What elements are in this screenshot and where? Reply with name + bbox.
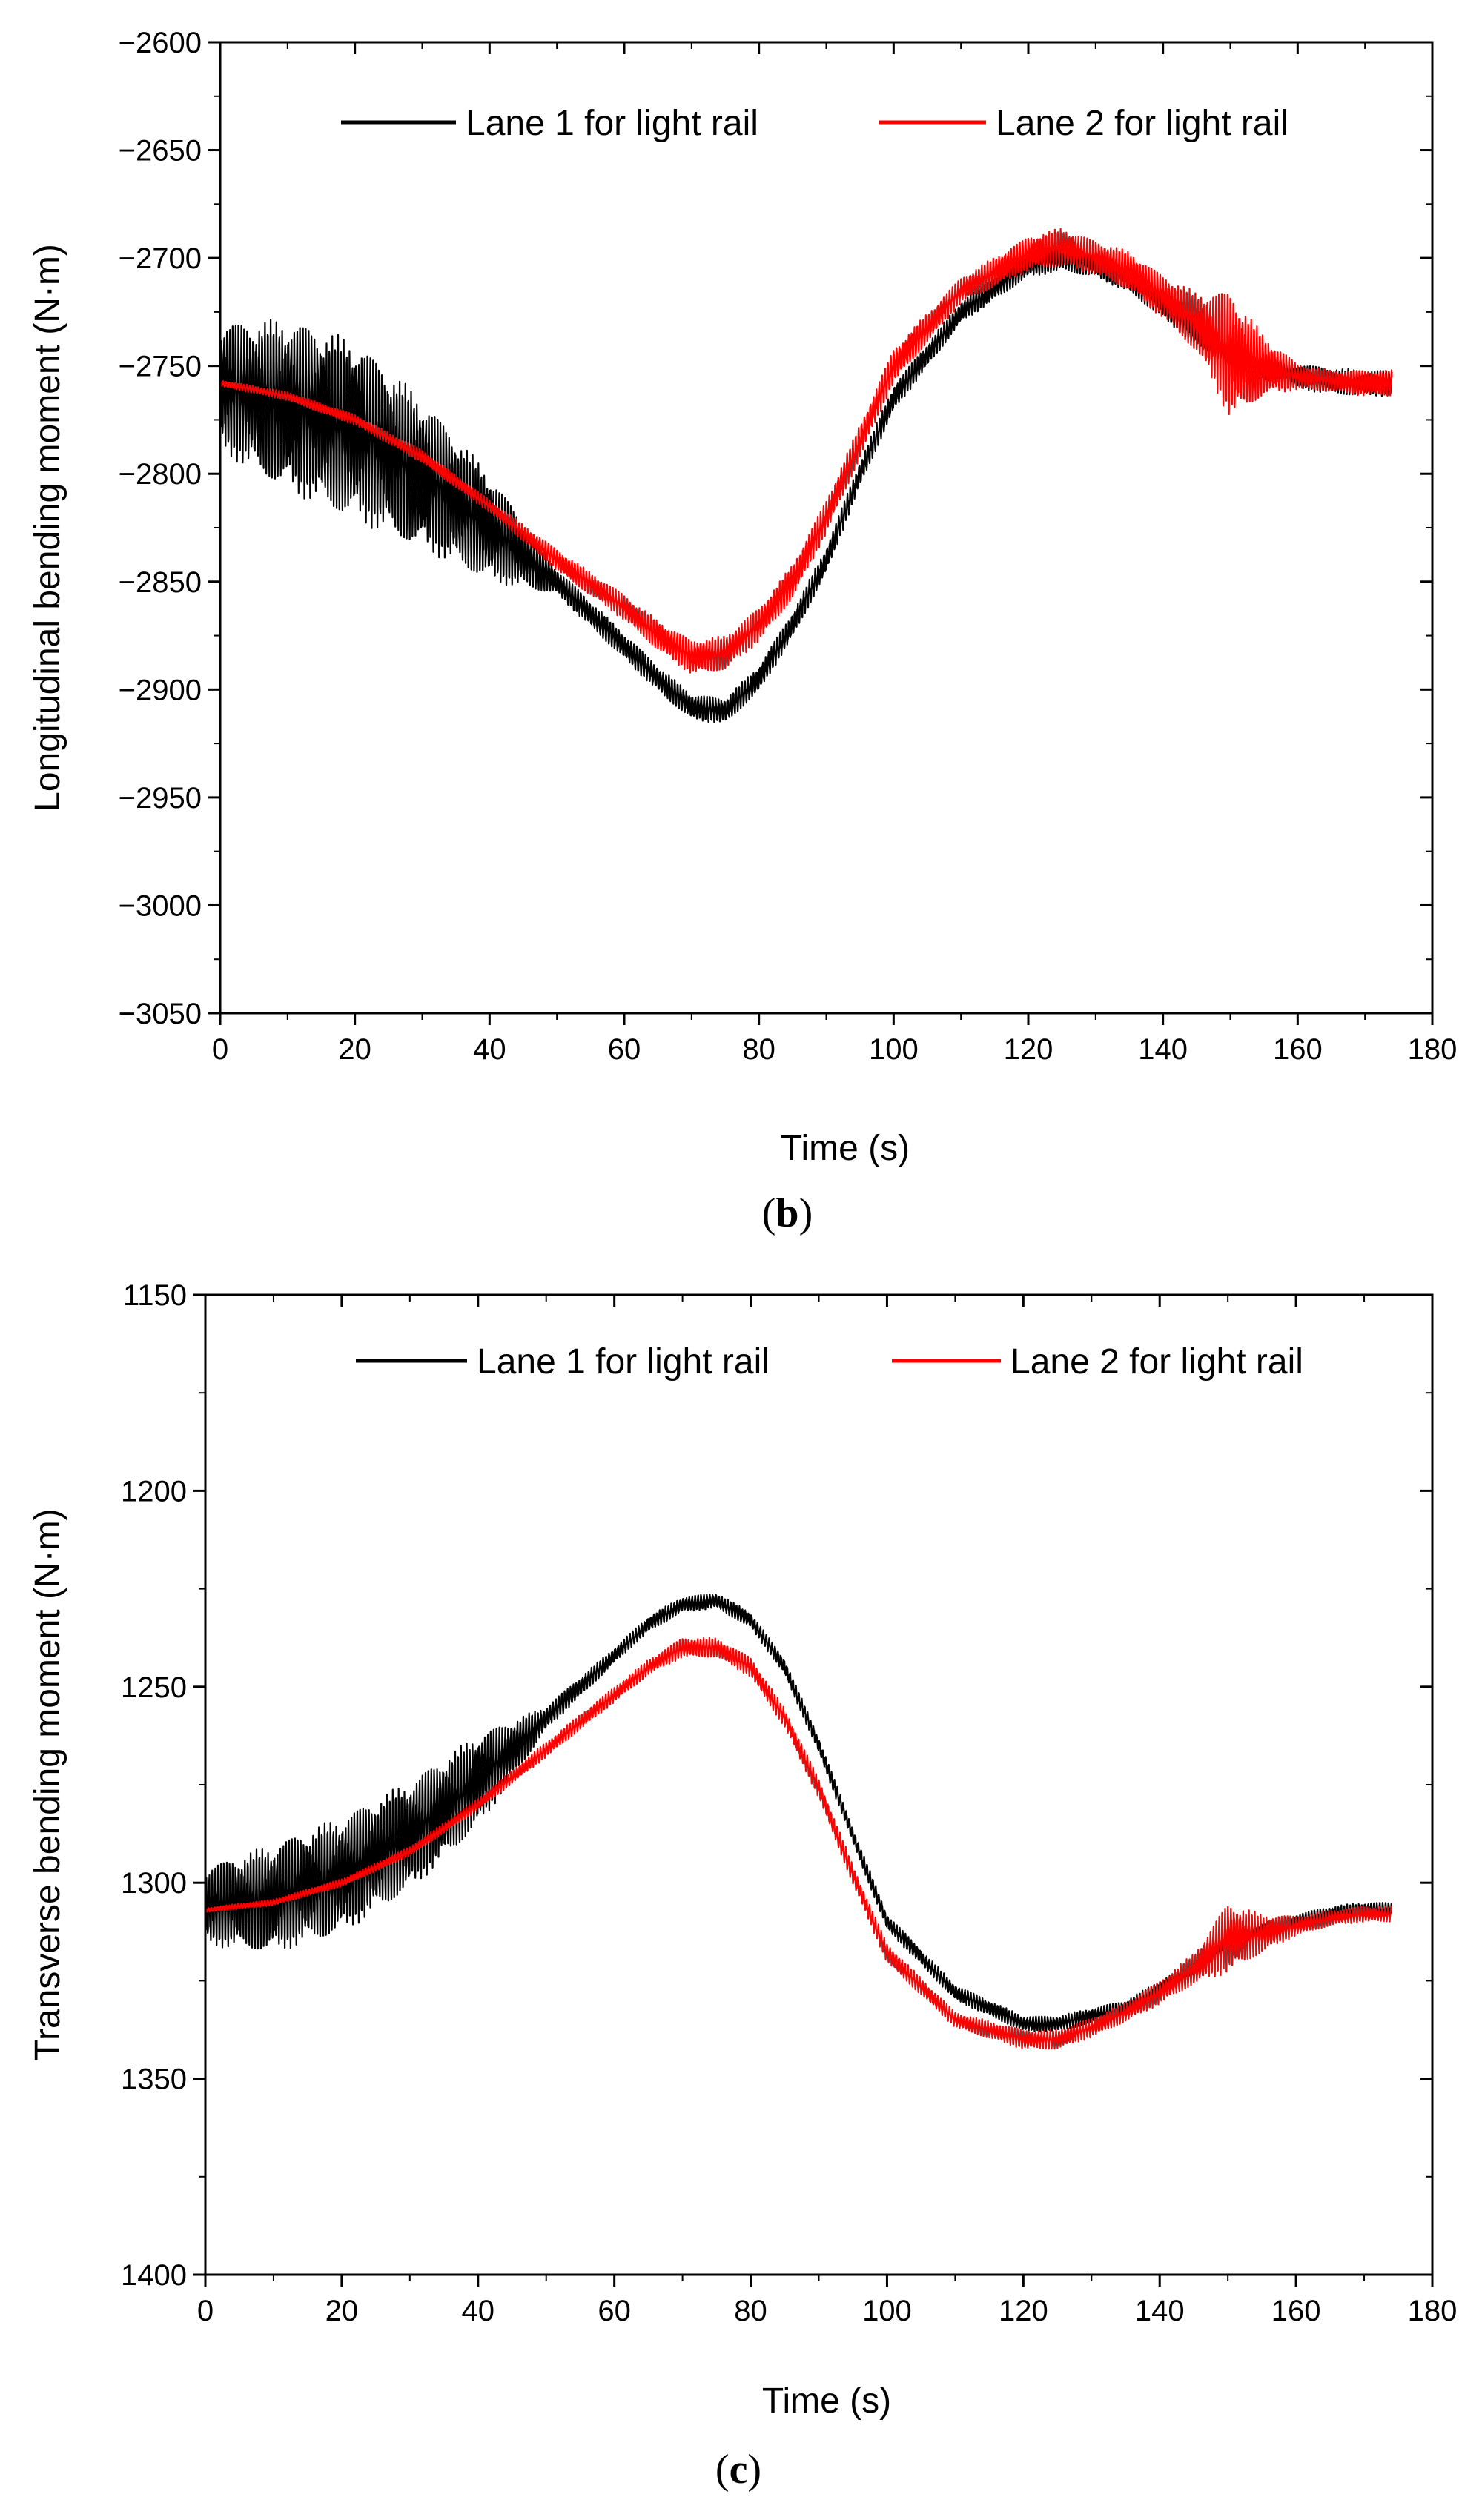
chart-c: 1150 1200 1250 1300 1350 1400 0 20 40 60 80 100 120… [28, 1279, 1458, 2493]
caption-letter: b [775, 1190, 798, 1236]
x-tick-label: 100 [869, 1033, 919, 1066]
series-line-lane2 [219, 228, 1393, 674]
y-tick-label: −3050 [119, 998, 202, 1030]
y-axis-title: Transverse bending moment (N·m) [28, 1508, 67, 2060]
x-tick-label: 40 [462, 2295, 495, 2327]
x-axis-title: Time (s) [781, 1129, 910, 1168]
legend-label-lane2: Lane 2 for light rail [996, 104, 1289, 143]
x-tick-label: 60 [598, 2295, 631, 2327]
x-axis: 0 20 40 60 80 100 120 140 160 180 [212, 42, 1458, 1066]
y-tick-label: −2950 [119, 782, 202, 815]
x-tick-label: 20 [338, 1033, 371, 1066]
x-tick-label: 140 [1138, 1033, 1188, 1066]
plot-frame [219, 41, 1434, 1015]
panel-caption-b: (b) [762, 1190, 813, 1236]
series-layer [219, 228, 1393, 723]
legend-label-lane1: Lane 1 for light rail [477, 1342, 770, 1382]
x-tick-label: 100 [862, 2295, 912, 2327]
x-axis-title: Time (s) [762, 2381, 891, 2421]
x-tick-label: 160 [1271, 2295, 1321, 2327]
x-tick-label: 60 [608, 1033, 641, 1066]
y-tick-label: −2600 [119, 27, 202, 59]
y-tick-label: 1200 [121, 1475, 187, 1508]
x-tick-label: 120 [999, 2295, 1048, 2327]
y-tick-label: −3000 [119, 889, 202, 922]
series-line-lane1 [204, 1594, 1392, 2033]
y-tick-label: 1250 [121, 1671, 187, 1704]
x-tick-label: 40 [473, 1033, 506, 1066]
y-tick-label: 1150 [123, 1279, 187, 1312]
chart-b: −2600 −2650 −2700 −2750 −2800 −2850 −2900 −2950… [28, 27, 1458, 1236]
y-axis-title: Longitudinal bending moment (N·m) [28, 244, 67, 812]
y-tick-label: −2800 [119, 458, 202, 491]
y-axis: 1150 1200 1250 1300 1350 1400 [121, 1279, 1432, 2292]
series-layer [204, 1594, 1392, 2050]
x-tick-label: 0 [197, 2295, 214, 2327]
y-tick-label: −2650 [119, 135, 202, 168]
x-tick-label: 80 [742, 1033, 775, 1066]
legend-label-lane2: Lane 2 for light rail [1010, 1342, 1303, 1382]
x-axis: 0 20 40 60 80 100 120 140 160 180 [197, 1295, 1458, 2327]
x-tick-label: 180 [1408, 1033, 1458, 1066]
series-line-lane2 [205, 1637, 1392, 2050]
x-tick-label: 160 [1273, 1033, 1323, 1066]
y-tick-label: −2900 [119, 674, 202, 706]
x-tick-label: 80 [734, 2295, 767, 2327]
y-axis: −2600 −2650 −2700 −2750 −2800 −2850 −2900 −2950… [119, 27, 1432, 1030]
y-tick-label: −2750 [119, 351, 202, 383]
y-tick-label: −2850 [119, 566, 202, 599]
x-tick-label: 120 [1004, 1033, 1053, 1066]
caption-letter: c [730, 2447, 748, 2493]
legend-label-lane1: Lane 1 for light rail [466, 104, 758, 143]
y-tick-label: 1350 [121, 2063, 187, 2096]
y-tick-label: 1300 [121, 1867, 187, 1900]
legend: Lane 1 for light rail Lane 2 for light r… [356, 1342, 1303, 1382]
x-tick-label: 20 [325, 2295, 359, 2327]
x-tick-label: 0 [212, 1033, 228, 1066]
x-tick-label: 180 [1408, 2295, 1458, 2327]
legend: Lane 1 for light rail Lane 2 for light r… [341, 104, 1289, 143]
y-tick-label: −2700 [119, 242, 202, 275]
x-tick-label: 140 [1135, 2295, 1185, 2327]
y-tick-label: 1400 [121, 2259, 187, 2292]
panel-caption-c: (c) [715, 2447, 761, 2493]
